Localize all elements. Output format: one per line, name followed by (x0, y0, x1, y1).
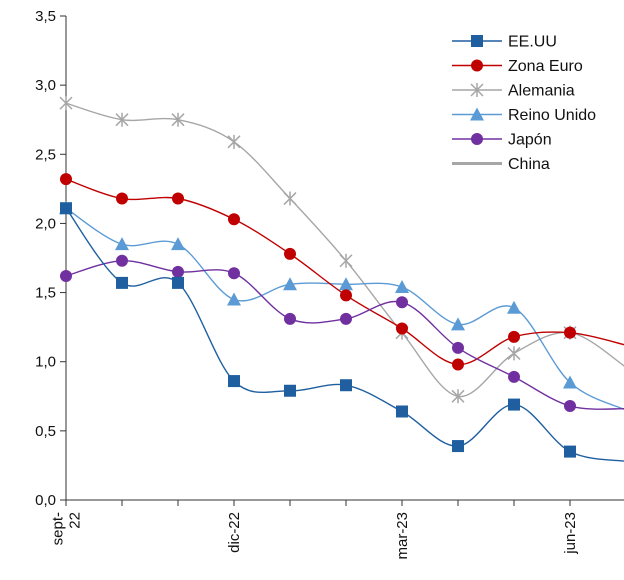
data-point-zona-euro (228, 213, 240, 226)
y-tick-label: 2,0 (35, 215, 56, 232)
data-point-reino-unido (507, 300, 521, 314)
legend-marker (470, 107, 484, 121)
data-point-zona-euro (284, 247, 296, 260)
legend-label: Zona Euro (508, 58, 583, 75)
legend-label: EE.UU (508, 34, 557, 51)
data-point-zona-euro (396, 322, 408, 335)
data-point-reino-unido (339, 277, 353, 291)
data-point-alemania (283, 191, 297, 206)
y-tick-label: 0,5 (35, 423, 56, 440)
data-point-alemania (507, 346, 521, 361)
data-point-ee-uu (452, 440, 464, 453)
data-point-ee-uu (116, 276, 128, 289)
legend-label: Japón (508, 132, 552, 149)
data-point-ee-uu (340, 379, 352, 392)
legend-label: Reino Unido (508, 107, 596, 124)
data-point-jap-n (228, 267, 240, 280)
data-point-reino-unido (283, 277, 297, 291)
data-point-jap-n (284, 312, 296, 325)
x-tick-label: mar-23 (394, 512, 411, 560)
data-point-alemania (339, 253, 353, 268)
axes: 0,0 0,5 1,0 1,5 2,0 2,5 3,0 3,5 sept-22 dic-22 mar… (35, 8, 624, 560)
data-point-ee-uu (564, 445, 576, 458)
data-point-zona-euro (116, 192, 128, 205)
data-point-zona-euro (60, 173, 72, 186)
y-tick-label: 0,0 (35, 492, 56, 509)
data-point-jap-n (508, 370, 520, 383)
data-point-zona-euro (340, 289, 352, 302)
series-layer (59, 96, 624, 462)
data-point-zona-euro (564, 326, 576, 339)
data-point-reino-unido (563, 375, 577, 389)
data-point-jap-n (564, 399, 576, 412)
data-point-ee-uu (60, 202, 72, 215)
data-point-ee-uu (284, 384, 296, 397)
y-tick-label: 1,5 (35, 285, 56, 302)
data-point-ee-uu (508, 398, 520, 411)
legend-marker (470, 83, 484, 97)
data-point-ee-uu (172, 276, 184, 289)
legend-item-china: China (452, 156, 550, 173)
series-line-zona-euro (65, 178, 624, 366)
data-point-reino-unido (395, 280, 409, 294)
x-tick-label: jun-23 (562, 512, 579, 555)
data-point-zona-euro (452, 358, 464, 371)
y-tick-label: 1,0 (35, 354, 56, 371)
data-point-reino-unido (115, 237, 129, 251)
legend-item-jap-n: Japón (452, 132, 552, 149)
data-point-alemania (227, 134, 241, 149)
data-point-jap-n (396, 296, 408, 309)
data-point-alemania (59, 96, 73, 111)
data-point-alemania (171, 112, 185, 127)
data-point-jap-n (60, 269, 72, 282)
data-point-ee-uu (396, 405, 408, 418)
legend-item-ee-uu: EE.UU (452, 34, 557, 51)
x-tick-label: sept-22 (50, 512, 84, 545)
y-tick-label: 3,5 (35, 8, 56, 25)
legend-marker (471, 133, 483, 145)
series-jap-n (60, 254, 624, 412)
data-point-ee-uu (228, 375, 240, 388)
data-point-reino-unido (171, 237, 185, 251)
legend-item-zona-euro: Zona Euro (452, 58, 583, 75)
series-ee-uu (60, 202, 624, 462)
legend-item-alemania: Alemania (452, 83, 575, 100)
legend-marker (471, 35, 483, 47)
data-point-jap-n (172, 265, 184, 278)
data-point-zona-euro (508, 330, 520, 343)
data-point-zona-euro (172, 192, 184, 205)
y-tick-label: 2,5 (35, 146, 56, 163)
data-point-reino-unido (451, 317, 465, 331)
legend: EE.UU Zona Euro Alemania Reino Unido Japón Ch… (452, 34, 596, 173)
legend-marker (471, 59, 483, 72)
series-reino-unido (59, 201, 624, 411)
x-tick-label: dic-22 (226, 512, 243, 553)
data-point-reino-unido (227, 292, 241, 306)
series-line-ee-uu (65, 207, 624, 462)
data-point-jap-n (340, 312, 352, 325)
legend-label: China (508, 156, 550, 173)
series-zona-euro (60, 173, 624, 371)
data-point-jap-n (116, 254, 128, 267)
y-tick-label: 3,0 (35, 77, 56, 94)
data-point-alemania (451, 389, 465, 404)
legend-item-reino-unido: Reino Unido (452, 107, 596, 124)
legend-label: Alemania (508, 83, 575, 100)
data-point-jap-n (452, 341, 464, 354)
data-point-alemania (115, 112, 129, 127)
